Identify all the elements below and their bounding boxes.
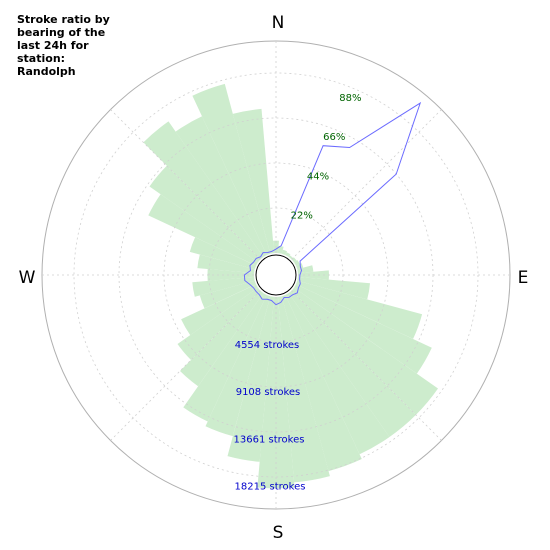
bar-bearing-250 xyxy=(199,280,257,309)
bar-bearing-240 xyxy=(181,284,258,336)
compass-north-label: N xyxy=(272,13,285,33)
grid-spoke-225 xyxy=(110,290,261,441)
ratio-line xyxy=(243,101,422,306)
bar-bearing-160 xyxy=(281,294,362,472)
bar-bearing-230 xyxy=(177,287,261,360)
chart-title: Stroke ratio by bearing of the last 24h … xyxy=(17,13,127,78)
bar-bearing-30 xyxy=(285,252,291,257)
bar-bearing-340 xyxy=(192,83,271,256)
chart-title-line-5: Randolph xyxy=(17,65,76,78)
percent-ring-label-44: 44% xyxy=(307,171,329,182)
bar-bearing-120 xyxy=(294,284,432,374)
percent-ring-label-22: 22% xyxy=(291,211,313,222)
bar-bearing-140 xyxy=(288,290,416,437)
bar-bearing-310 xyxy=(149,165,261,263)
bar-bearing-70 xyxy=(295,263,304,270)
grid-spoke-315 xyxy=(110,109,261,260)
percent-ring-label-88: 88% xyxy=(339,93,361,104)
count-ring-label-13661: 13661 strokes xyxy=(234,434,305,445)
count-ring-label-18215: 18215 strokes xyxy=(235,481,306,492)
bar-bearing-20 xyxy=(281,249,287,256)
percent-ring-label-66: 66% xyxy=(323,132,345,143)
bar-bearing-150 xyxy=(285,293,390,455)
ring-labels: 22% 44% 66% 88% 4554 strokes 9108 stroke… xyxy=(234,93,362,492)
bar-bearing-350 xyxy=(232,108,275,254)
compass-east-label: E xyxy=(518,268,529,288)
bar-bearing-60 xyxy=(294,260,300,266)
bar-bearing-270 xyxy=(207,269,255,281)
bar-bearing-130 xyxy=(291,287,438,415)
chart-title-line-4: station: xyxy=(17,52,66,65)
bar-bearing-100 xyxy=(297,276,370,300)
bar-bearing-320 xyxy=(143,121,264,260)
chart-title-line-2: bearing of the xyxy=(17,26,106,39)
bar-bearing-290 xyxy=(189,237,257,270)
bar-bearing-190 xyxy=(227,296,275,462)
bar-bearing-210 xyxy=(183,293,267,422)
grid-spoke-135 xyxy=(291,290,442,441)
grid-spoke-45 xyxy=(291,109,442,260)
compass-south-label: S xyxy=(273,523,284,543)
bar-bearing-260 xyxy=(192,276,255,297)
bar-bearing-300 xyxy=(148,194,258,266)
bar-bearing-200 xyxy=(205,294,271,437)
bar-bearing-280 xyxy=(197,254,255,274)
count-ring-label-9108: 9108 strokes xyxy=(236,387,301,398)
stroke-bars xyxy=(143,83,438,489)
center-marker xyxy=(255,254,297,296)
compass-west-label: W xyxy=(19,268,36,288)
station-center-circle xyxy=(255,254,297,296)
ratio-series xyxy=(243,101,422,306)
bar-bearing-40 xyxy=(288,255,293,260)
bar-bearing-170 xyxy=(277,296,330,483)
bar-bearing-220 xyxy=(180,290,264,387)
chart-title-line-1: Stroke ratio by xyxy=(17,13,110,26)
bar-bearing-10 xyxy=(277,245,284,254)
compass-labels: N E S W xyxy=(19,13,529,543)
polar-grid xyxy=(41,40,511,510)
bar-bearing-330 xyxy=(175,116,267,257)
chart-title-line-3: last 24h for xyxy=(17,39,89,52)
bar-bearing-110 xyxy=(295,280,423,339)
count-ring-label-4554: 4554 strokes xyxy=(235,340,300,351)
